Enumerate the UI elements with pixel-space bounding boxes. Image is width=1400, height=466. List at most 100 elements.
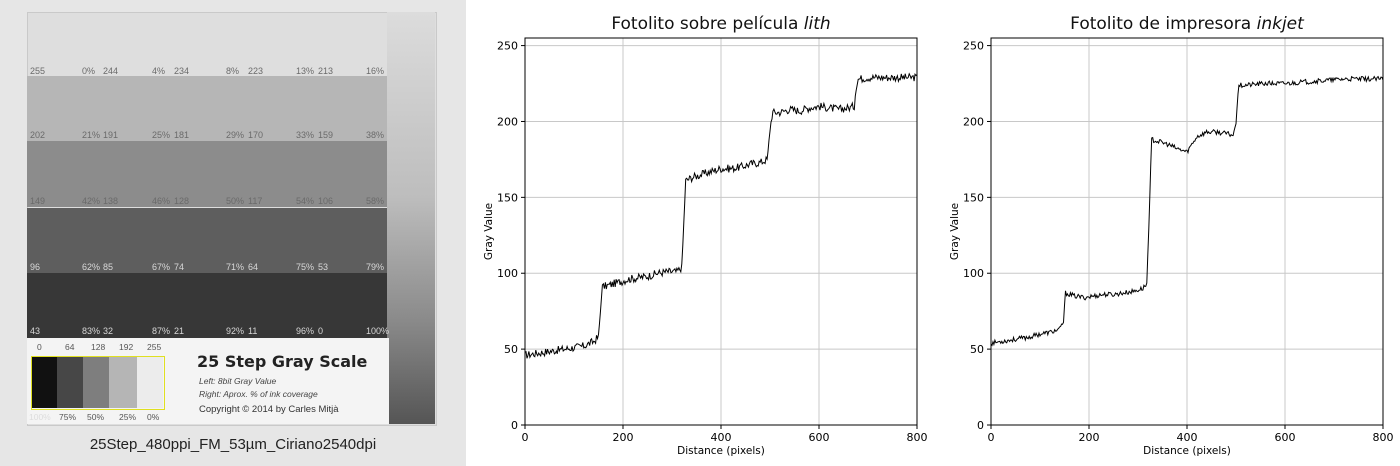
ink-coverage-label: 58% [366,196,385,206]
ink-coverage-label: 87% [152,326,171,336]
ink-coverage-label: 96% [296,326,315,336]
swatch-top-label: 64 [65,342,75,352]
y-tick-label: 0 [511,419,518,432]
chart-title-plain: Fotolito de impresora [1070,14,1257,34]
x-tick-label: 200 [613,431,634,444]
swatch-bottom-label: 25% [119,412,137,422]
chart-title-plain: Fotolito sobre película [611,14,804,34]
ink-coverage-label: 67% [152,262,171,272]
gray-scale-photo: 255 0% 244 4% 234 8% 223 13% 213 16% 202 21% 191 25% 1… [0,0,466,466]
x-tick-label: 800 [1373,431,1394,444]
y-tick-label: 200 [963,115,984,128]
ink-coverage-label: 25% [152,130,171,140]
ink-coverage-label: 13% [296,66,315,76]
gray-value-label: 0 [318,326,324,336]
gray-band [27,141,387,207]
gray-value-label: 43 [30,326,41,336]
chart-title-lith: Fotolito sobre película lith [525,14,917,34]
photo-caption: 25Step_480ppi_FM_53µm_Ciriano2540dpi [89,436,377,453]
swatch-top-label: 0 [37,342,42,352]
plot-frame [990,37,1384,426]
gray-scale-legend-right: Right: Aprox. % of ink coverage [199,389,318,399]
ink-coverage-label: 62% [82,262,101,272]
ink-coverage-label: 33% [296,130,315,140]
ink-coverage-label: 21% [82,130,101,140]
gray-value-label: 170 [248,130,264,140]
gray-scale-card: 0 64 128 192 255 100% 75% 50% 25% 0% 25 … [27,338,389,424]
swatch-192 [109,356,137,408]
gray-scale-legend-left: Left: 8bit Gray Value [199,376,277,386]
y-tick-label: 200 [497,115,518,128]
chart-title-italic: lith [803,14,831,34]
ink-coverage-label: 42% [82,196,101,206]
gray-value-label: 255 [30,66,46,76]
ink-coverage-label: 79% [366,262,385,272]
swatch-top-label: 128 [91,342,106,352]
swatch-bottom-label: 0% [147,412,160,422]
gray-value-label: 85 [103,262,114,272]
gray-value-label: 181 [174,130,190,140]
gray-value-label: 159 [318,130,334,140]
gray-value-label: 64 [248,262,259,272]
ink-coverage-label: 4% [152,66,166,76]
ink-coverage-label: 92% [226,326,245,336]
gray-value-label: 96 [30,262,41,272]
gray-band [27,208,387,274]
x-axis-label: Distance (pixels) [677,445,765,457]
y-tick-label: 0 [977,419,984,432]
gray-value-label: 213 [318,66,334,76]
gray-value-label: 74 [174,262,185,272]
chart-title-italic: inkjet [1256,14,1304,34]
ink-coverage-label: 8% [226,66,240,76]
ink-coverage-label: 83% [82,326,101,336]
lith-profile-chart: 0 200 400 600 800 0 50 100 150 200 250 Distance (pi… [483,37,928,457]
y-tick-label: 250 [497,40,518,53]
gray-profile-line [990,75,1384,347]
swatch-64 [57,356,83,408]
gray-value-label: 244 [103,66,119,76]
ink-coverage-label: 0% [82,66,96,76]
y-tick-label: 50 [504,343,518,356]
x-tick-label: 600 [1275,431,1296,444]
gray-value-label: 191 [103,130,119,140]
chart-title-inkjet: Fotolito de impresora inkjet [991,14,1383,34]
ink-coverage-label: 16% [366,66,385,76]
gray-value-label: 128 [174,196,190,206]
y-tick-label: 100 [963,267,984,280]
x-tick-label: 0 [522,431,529,444]
gray-value-label: 32 [103,326,114,336]
y-tick-label: 50 [970,343,984,356]
x-tick-label: 200 [1079,431,1100,444]
y-axis-label: Gray Value [483,203,495,260]
y-axis-label: Gray Value [949,203,961,260]
gray-value-label: 138 [103,196,119,206]
y-tick-label: 150 [497,191,518,204]
swatch-255 [137,356,163,408]
ink-coverage-label: 29% [226,130,245,140]
swatch-bottom-label: 50% [87,412,105,422]
ink-coverage-label: 38% [366,130,385,140]
ink-coverage-label: 75% [296,262,315,272]
swatch-bottom-label: 75% [59,412,77,422]
gray-value-label: 202 [30,130,46,140]
gray-value-label: 53 [318,262,329,272]
gray-value-label: 149 [30,196,46,206]
gray-value-label: 117 [248,196,263,206]
x-tick-label: 600 [809,431,830,444]
gray-value-label: 106 [318,196,334,206]
gray-scale-title: 25 Step Gray Scale [197,352,368,371]
gray-band [27,273,387,339]
ink-coverage-label: 50% [226,196,245,206]
x-tick-label: 400 [1177,431,1198,444]
plot-frame [524,37,918,426]
copyright-text: Copyright © 2014 by Carles Mitjà [199,404,339,415]
gray-band [27,76,387,142]
x-tick-label: 0 [988,431,995,444]
x-tick-label: 400 [711,431,732,444]
gray-value-label: 223 [248,66,264,76]
ink-coverage-label: 71% [226,262,245,272]
swatch-top-label: 255 [147,342,162,352]
selection-rectangle [31,356,165,410]
ink-coverage-label: 46% [152,196,171,206]
gradient-strip [387,12,435,424]
